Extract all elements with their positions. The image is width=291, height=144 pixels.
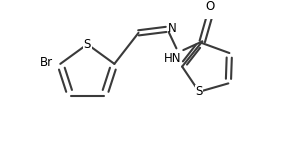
Text: N: N — [168, 22, 177, 35]
Text: O: O — [205, 0, 215, 13]
Text: S: S — [196, 85, 203, 98]
Text: Br: Br — [40, 56, 54, 69]
Text: HN: HN — [164, 52, 182, 65]
Text: S: S — [84, 38, 91, 51]
